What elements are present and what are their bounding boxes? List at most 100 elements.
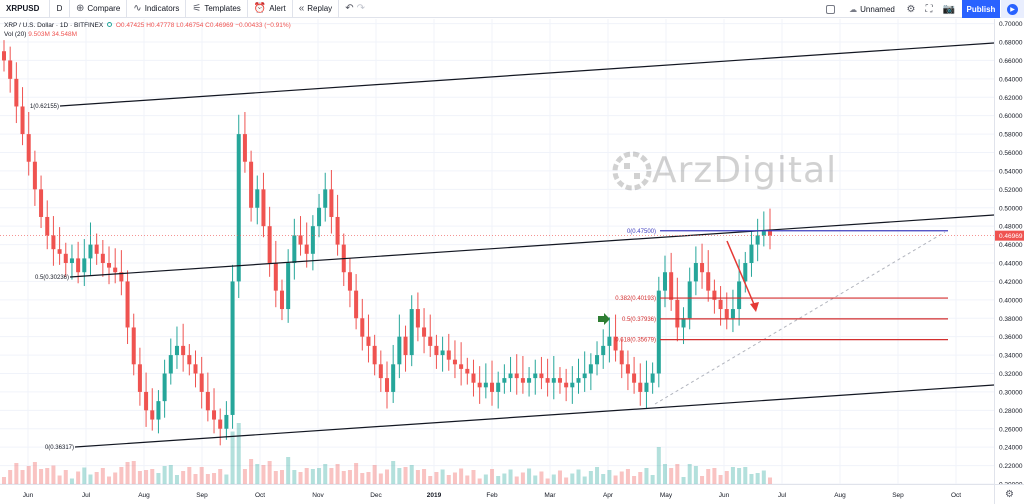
- volume-bar: [45, 468, 50, 484]
- candle-body: [144, 391, 149, 411]
- indicators-button[interactable]: ∿ Indicators: [127, 0, 187, 18]
- symbol-search[interactable]: XRPUSD: [0, 0, 50, 18]
- candle-body: [471, 373, 476, 383]
- volume-bar: [755, 473, 760, 484]
- scale-settings-button[interactable]: ⚙: [994, 484, 1024, 504]
- candle-body: [514, 373, 519, 379]
- symbol-label: XRPUSD: [6, 4, 40, 13]
- volume-bar: [100, 468, 105, 484]
- volume-bar: [502, 473, 507, 484]
- candle-body: [440, 350, 445, 356]
- candle-body: [576, 378, 581, 383]
- volume-bar: [576, 469, 581, 484]
- volume-bar: [767, 477, 773, 484]
- alert-button[interactable]: ⏰ Alert: [248, 0, 293, 18]
- candle-body: [45, 216, 50, 236]
- candle-body: [249, 161, 254, 208]
- volume-bar: [199, 467, 204, 484]
- candle-body: [113, 267, 118, 273]
- candle-body: [749, 244, 754, 264]
- candle-body: [718, 299, 723, 310]
- volume-bar: [267, 461, 272, 484]
- candle-body: [490, 382, 495, 392]
- time-scale[interactable]: Jun Jul Aug Sep Oct Nov Dec 2019 Feb Mar Apr May Jun…: [0, 484, 994, 504]
- redo-icon[interactable]: ↷: [356, 3, 365, 14]
- candle-body: [335, 216, 340, 245]
- candle-body: [273, 263, 278, 291]
- candle-body: [539, 373, 544, 379]
- volume-bar: [582, 476, 587, 484]
- undo-icon[interactable]: ↶: [345, 3, 354, 14]
- interval-label: D: [56, 4, 63, 13]
- chart-pane[interactable]: 0(0.47500) 0.382(0.40193) 0.5(0.37936) 0.61…: [0, 19, 994, 484]
- top-toolbar: XRPUSD D ⊕ Compare ∿ Indicators ⚟ Templates…: [0, 0, 1024, 18]
- volume-bar: [434, 472, 439, 484]
- candle-body: [409, 309, 414, 356]
- replay-button[interactable]: «Replay: [293, 0, 340, 18]
- alert-label: Alert: [269, 4, 286, 13]
- volume-bar: [613, 475, 618, 484]
- candle-body: [181, 345, 186, 356]
- volume-bar: [551, 474, 556, 484]
- compare-button[interactable]: ⊕ Compare: [70, 0, 128, 18]
- candle-body: [255, 189, 260, 208]
- volume-bar: [440, 469, 445, 484]
- settings-button[interactable]: ⚙: [904, 0, 918, 18]
- candle-body: [625, 364, 630, 374]
- candle-body: [675, 299, 680, 328]
- fullscreen-button[interactable]: ⛶: [922, 0, 936, 18]
- indicators-icon: ∿: [133, 3, 142, 14]
- candle-body: [422, 327, 427, 337]
- channel-line-middle: [69, 214, 994, 278]
- status-dot-icon: [107, 22, 113, 27]
- volume-bar: [187, 467, 192, 484]
- time-tick-label: Jun: [719, 492, 730, 499]
- price-chart[interactable]: 0(0.47500) 0.382(0.40193) 0.5(0.37936) 0.61…: [0, 19, 994, 484]
- channel-level-label: 1(0.62155): [30, 104, 59, 110]
- candle-body: [20, 106, 25, 135]
- gear-icon: ⚙: [1005, 489, 1014, 500]
- volume-bar: [82, 467, 87, 484]
- candle-body: [76, 258, 81, 273]
- volume-bar: [8, 470, 13, 484]
- volume-bar: [51, 465, 56, 484]
- volume-bar: [286, 457, 291, 484]
- volume-bar: [415, 470, 420, 484]
- candle-body: [644, 382, 649, 392]
- candle-body: [131, 327, 136, 365]
- candle-body: [557, 378, 562, 383]
- publish-button[interactable]: Publish: [962, 0, 1000, 18]
- time-tick-label: Jul: [82, 492, 91, 499]
- candle-body: [415, 309, 420, 328]
- templates-button[interactable]: ⚟ Templates: [186, 0, 248, 18]
- volume-bar: [743, 467, 748, 484]
- price-scale[interactable]: 0.70000 0.68000 0.66000 0.64000 0.62000 0.600…: [994, 19, 1024, 484]
- publish-menu-button[interactable]: ▶: [1001, 0, 1024, 18]
- volume-bar: [57, 475, 62, 484]
- volume-bar: [397, 468, 402, 484]
- layout-name-button[interactable]: ☁ Unnamed: [842, 0, 902, 18]
- snapshot-button[interactable]: 📷: [938, 0, 960, 18]
- watermark-logo: ArzDigital: [612, 150, 837, 191]
- candle-body: [39, 189, 44, 217]
- volume-bar: [706, 469, 711, 484]
- volume-bar: [107, 476, 112, 484]
- time-tick-label: Mar: [544, 492, 556, 499]
- volume-bar: [119, 467, 124, 484]
- interval-button[interactable]: D: [50, 0, 70, 18]
- price-tick-label: 0.40000: [999, 297, 1023, 304]
- candle-body: [743, 263, 748, 282]
- candle-body: [378, 364, 383, 379]
- volume-bar: [656, 447, 661, 484]
- volume-bar: [193, 474, 198, 484]
- candle-body: [551, 378, 556, 383]
- fib-level-label: 0.618(0.35679): [615, 338, 656, 344]
- layout-checkbox[interactable]: [822, 0, 838, 18]
- volume-bar: [304, 468, 309, 484]
- volume-bar: [570, 473, 575, 484]
- green-arrow-icon: [598, 313, 610, 325]
- volume-bar: [687, 464, 692, 484]
- time-tick-label: Feb: [486, 492, 498, 499]
- candle-body: [162, 373, 167, 402]
